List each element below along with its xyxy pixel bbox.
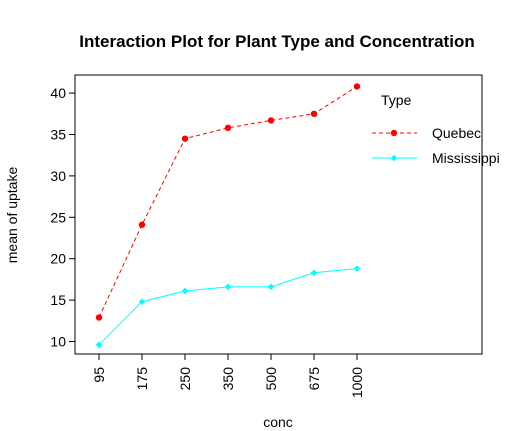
y-tick-label: 20 bbox=[50, 251, 66, 267]
data-point bbox=[310, 269, 318, 277]
x-axis: 95 175 250 350 500 675 1000 bbox=[91, 354, 365, 398]
data-point bbox=[181, 135, 189, 142]
data-point bbox=[353, 265, 361, 272]
data-point bbox=[390, 129, 398, 137]
y-tick-label: 10 bbox=[50, 334, 66, 350]
legend-entry-label: Mississippi bbox=[432, 150, 500, 166]
data-point bbox=[181, 287, 189, 295]
x-tick-label: 675 bbox=[306, 367, 322, 391]
data-point bbox=[138, 221, 146, 228]
legend-title: Type bbox=[381, 92, 412, 108]
series-mississippi bbox=[95, 265, 361, 349]
legend: Type Quebec Mississippi bbox=[372, 92, 500, 166]
data-point bbox=[310, 110, 318, 118]
data-point bbox=[138, 298, 146, 306]
x-tick-label: 95 bbox=[91, 367, 107, 383]
data-point bbox=[353, 83, 361, 90]
x-tick-label: 250 bbox=[177, 367, 193, 391]
y-tick-label: 30 bbox=[50, 168, 66, 184]
data-point bbox=[95, 341, 103, 349]
series-line bbox=[98, 86, 358, 318]
x-tick-label: 175 bbox=[134, 367, 150, 391]
data-point bbox=[224, 283, 232, 291]
y-tick-label: 25 bbox=[50, 209, 66, 225]
data-point bbox=[390, 154, 398, 162]
plot-area-border bbox=[74, 74, 483, 355]
series-line bbox=[98, 268, 358, 346]
y-axis-label: mean of uptake bbox=[4, 167, 20, 264]
series-quebec bbox=[95, 83, 361, 321]
data-point bbox=[224, 124, 232, 132]
series-layer bbox=[95, 83, 361, 349]
y-axis: 10 15 20 25 30 35 40 bbox=[50, 85, 75, 350]
x-tick-label: 1000 bbox=[349, 367, 365, 398]
x-axis-label: conc bbox=[263, 414, 293, 430]
data-point bbox=[95, 314, 103, 321]
data-point bbox=[267, 117, 275, 124]
x-tick-label: 500 bbox=[263, 367, 279, 391]
y-tick-label: 15 bbox=[50, 292, 66, 308]
y-tick-label: 40 bbox=[50, 85, 66, 101]
data-point bbox=[267, 283, 275, 291]
chart-title: Interaction Plot for Plant Type and Conc… bbox=[79, 32, 474, 51]
legend-entry-label: Quebec bbox=[432, 125, 481, 141]
x-tick-label: 350 bbox=[220, 367, 236, 391]
y-tick-label: 35 bbox=[50, 127, 66, 143]
